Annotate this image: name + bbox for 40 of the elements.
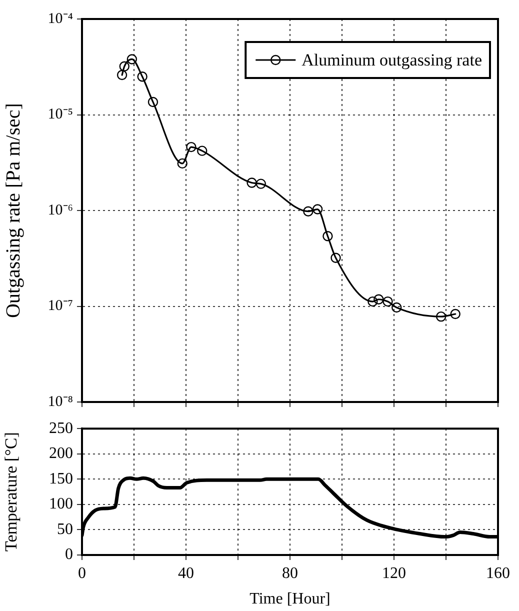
- y-tick-label: 50: [57, 520, 73, 538]
- y-tick-label: 200: [49, 445, 73, 462]
- point: [303, 206, 314, 216]
- point: [246, 178, 257, 188]
- x-tick-label: 120: [382, 564, 406, 582]
- point: [392, 302, 402, 313]
- point: [382, 296, 393, 307]
- point: [450, 308, 460, 320]
- point: [368, 296, 378, 307]
- y-tick-label: 10⁻⁶: [48, 202, 73, 218]
- point: [322, 231, 333, 242]
- point: [197, 146, 208, 156]
- point: [436, 311, 446, 322]
- x-tick-label: 40: [178, 564, 194, 582]
- y-tick-label: 150: [49, 470, 73, 488]
- y-tick-label: 10⁻⁴: [48, 10, 73, 27]
- point: [137, 72, 148, 82]
- point: [186, 142, 196, 152]
- y-axis-title: Outgassing rate [Pa m/sec]: [2, 103, 24, 318]
- x-tick-label: 0: [78, 564, 86, 582]
- x-axis-title: Time [Hour]: [250, 590, 330, 608]
- y-axis-title: Temperature [°C]: [2, 432, 21, 552]
- legend-label: Aluminum outgassing rate: [302, 50, 482, 70]
- point: [374, 294, 384, 304]
- x-tick-label: 160: [486, 564, 510, 582]
- y-tick-label: 10⁻⁷: [48, 298, 73, 314]
- y-tick-label: 10⁻⁸: [48, 394, 73, 410]
- y-tick-label: 0: [65, 546, 73, 564]
- y-tick-label: 100: [49, 496, 73, 513]
- point: [119, 61, 130, 72]
- y-tick-label: 10⁻⁵: [48, 106, 73, 123]
- point: [177, 158, 188, 169]
- point: [256, 178, 266, 189]
- point: [148, 96, 158, 108]
- point: [126, 54, 138, 64]
- point: [116, 70, 128, 80]
- point: [330, 252, 341, 263]
- y-tick-label: 250: [49, 420, 73, 437]
- point: [312, 204, 323, 214]
- x-tick-label: 80: [282, 564, 298, 582]
